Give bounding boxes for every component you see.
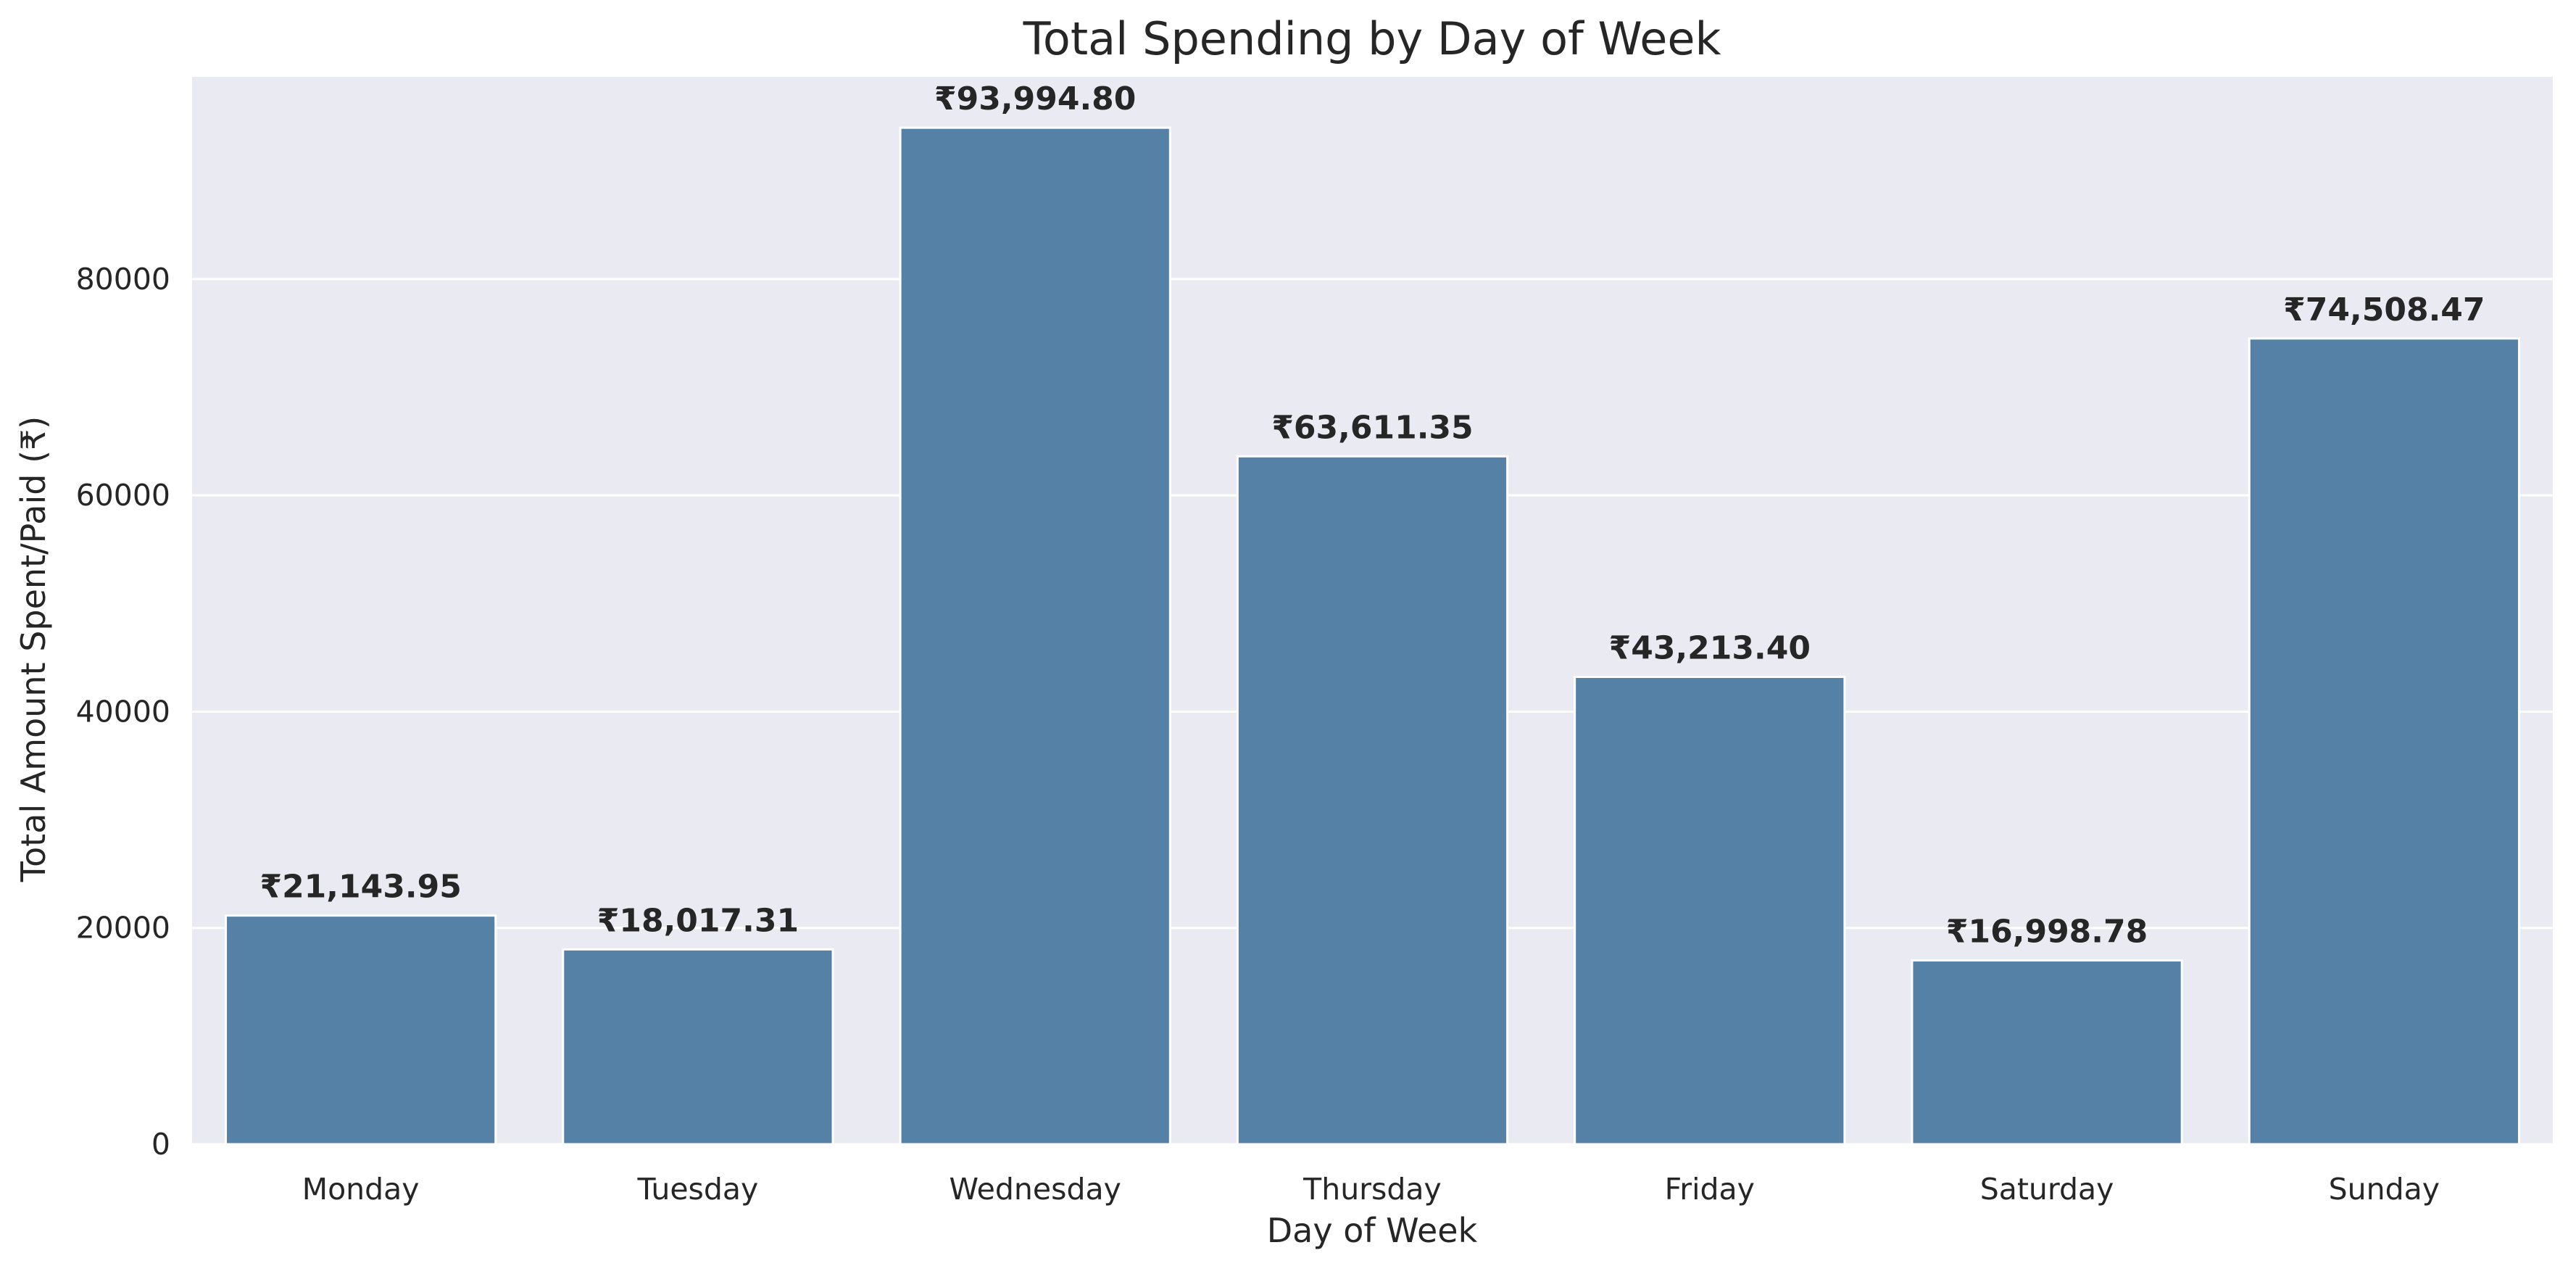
bar-saturday xyxy=(1911,959,2183,1146)
y-tick-label: 0 xyxy=(151,1127,170,1162)
x-tick-label: Monday xyxy=(302,1172,420,1207)
bar-value-label: ₹74,508.47 xyxy=(2283,291,2485,328)
bar-friday xyxy=(1574,676,1846,1146)
y-axis-label: Total Amount Spent/Paid (₹) xyxy=(14,416,53,882)
y-tick-label: 20000 xyxy=(76,911,170,946)
bar-value-labels: ₹21,143.95 ₹18,017.31 ₹93,994.80 ₹63,611.35… xyxy=(259,80,2485,950)
x-tick-label: Sunday xyxy=(2329,1172,2440,1207)
bar-value-label: ₹16,998.78 xyxy=(1946,913,2148,950)
x-axis-ticks: Monday Tuesday Wednesday Thursday Friday Satu… xyxy=(302,1172,2440,1207)
x-axis-label: Day of Week xyxy=(1267,1211,1478,1250)
x-tick-label: Thursday xyxy=(1302,1172,1442,1207)
y-tick-label: 80000 xyxy=(76,262,170,297)
bar-value-label: ₹63,611.35 xyxy=(1271,409,1473,446)
bar-value-label: ₹43,213.40 xyxy=(1609,630,1811,667)
y-tick-label: 40000 xyxy=(76,694,170,729)
bar-sunday xyxy=(2248,337,2520,1146)
x-tick-label: Friday xyxy=(1665,1172,1755,1207)
bars xyxy=(225,126,2520,1146)
bar-value-label: ₹93,994.80 xyxy=(934,80,1136,117)
bar-thursday xyxy=(1236,455,1509,1146)
x-tick-label: Wednesday xyxy=(950,1172,1121,1207)
x-tick-label: Saturday xyxy=(1980,1172,2114,1207)
x-tick-label: Tuesday xyxy=(637,1172,759,1207)
bar-tuesday xyxy=(562,948,834,1146)
bar-monday xyxy=(225,914,497,1146)
bar-value-label: ₹21,143.95 xyxy=(259,869,461,906)
y-axis-ticks: 0 20000 40000 60000 80000 xyxy=(76,262,170,1162)
chart-title: Total Spending by Day of Week xyxy=(1023,12,1721,65)
bar-value-label: ₹18,017.31 xyxy=(597,902,799,939)
y-tick-label: 60000 xyxy=(76,478,170,513)
bar-wednesday xyxy=(899,126,1171,1146)
